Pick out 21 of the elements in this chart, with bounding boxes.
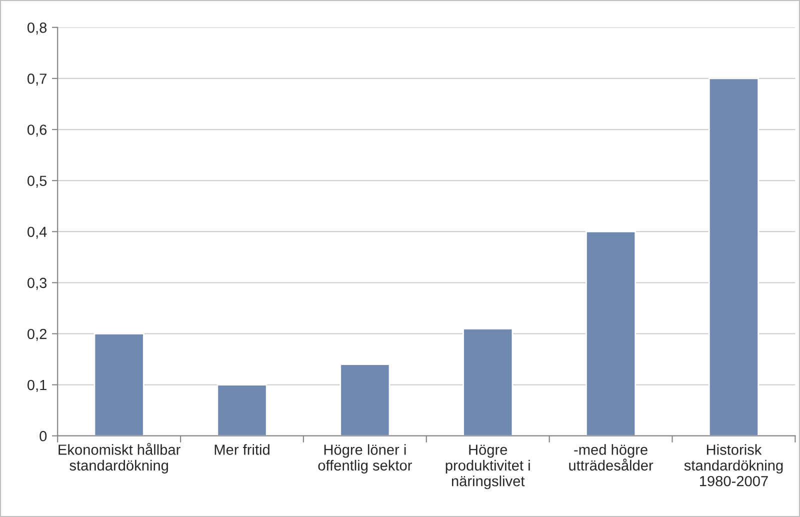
x-tick-label: Högre produktivitet i näringslivet bbox=[446, 444, 530, 490]
y-tick-label: 0,2 bbox=[27, 328, 46, 341]
bar bbox=[462, 328, 514, 436]
y-tick-label: 0,5 bbox=[27, 176, 47, 188]
x-tick-label: -med högre utträdesålder bbox=[569, 444, 654, 471]
bar bbox=[586, 230, 636, 436]
y-tick-label: 0,8 bbox=[27, 22, 47, 35]
y-tick-label: 0,4 bbox=[27, 226, 47, 239]
y-tick-label: 0,1 bbox=[27, 380, 46, 392]
x-tick-label: Högre löner i offentlig sektor bbox=[318, 444, 412, 474]
y-tick-label: 0 bbox=[40, 430, 47, 442]
bar bbox=[94, 333, 144, 436]
y-tick-label: 0,7 bbox=[27, 74, 46, 86]
y-tick-label: 0,6 bbox=[27, 124, 47, 137]
bar bbox=[340, 364, 390, 436]
bar bbox=[708, 78, 760, 436]
bar bbox=[216, 384, 268, 436]
x-tick-label: Historisk standardökning 1980-2007 bbox=[684, 444, 783, 486]
x-tick-label: Mer fritid bbox=[214, 444, 270, 455]
x-tick-label: Ekonomiskt hållbar standardökning bbox=[58, 442, 180, 474]
y-tick-label: 0,3 bbox=[27, 278, 47, 290]
